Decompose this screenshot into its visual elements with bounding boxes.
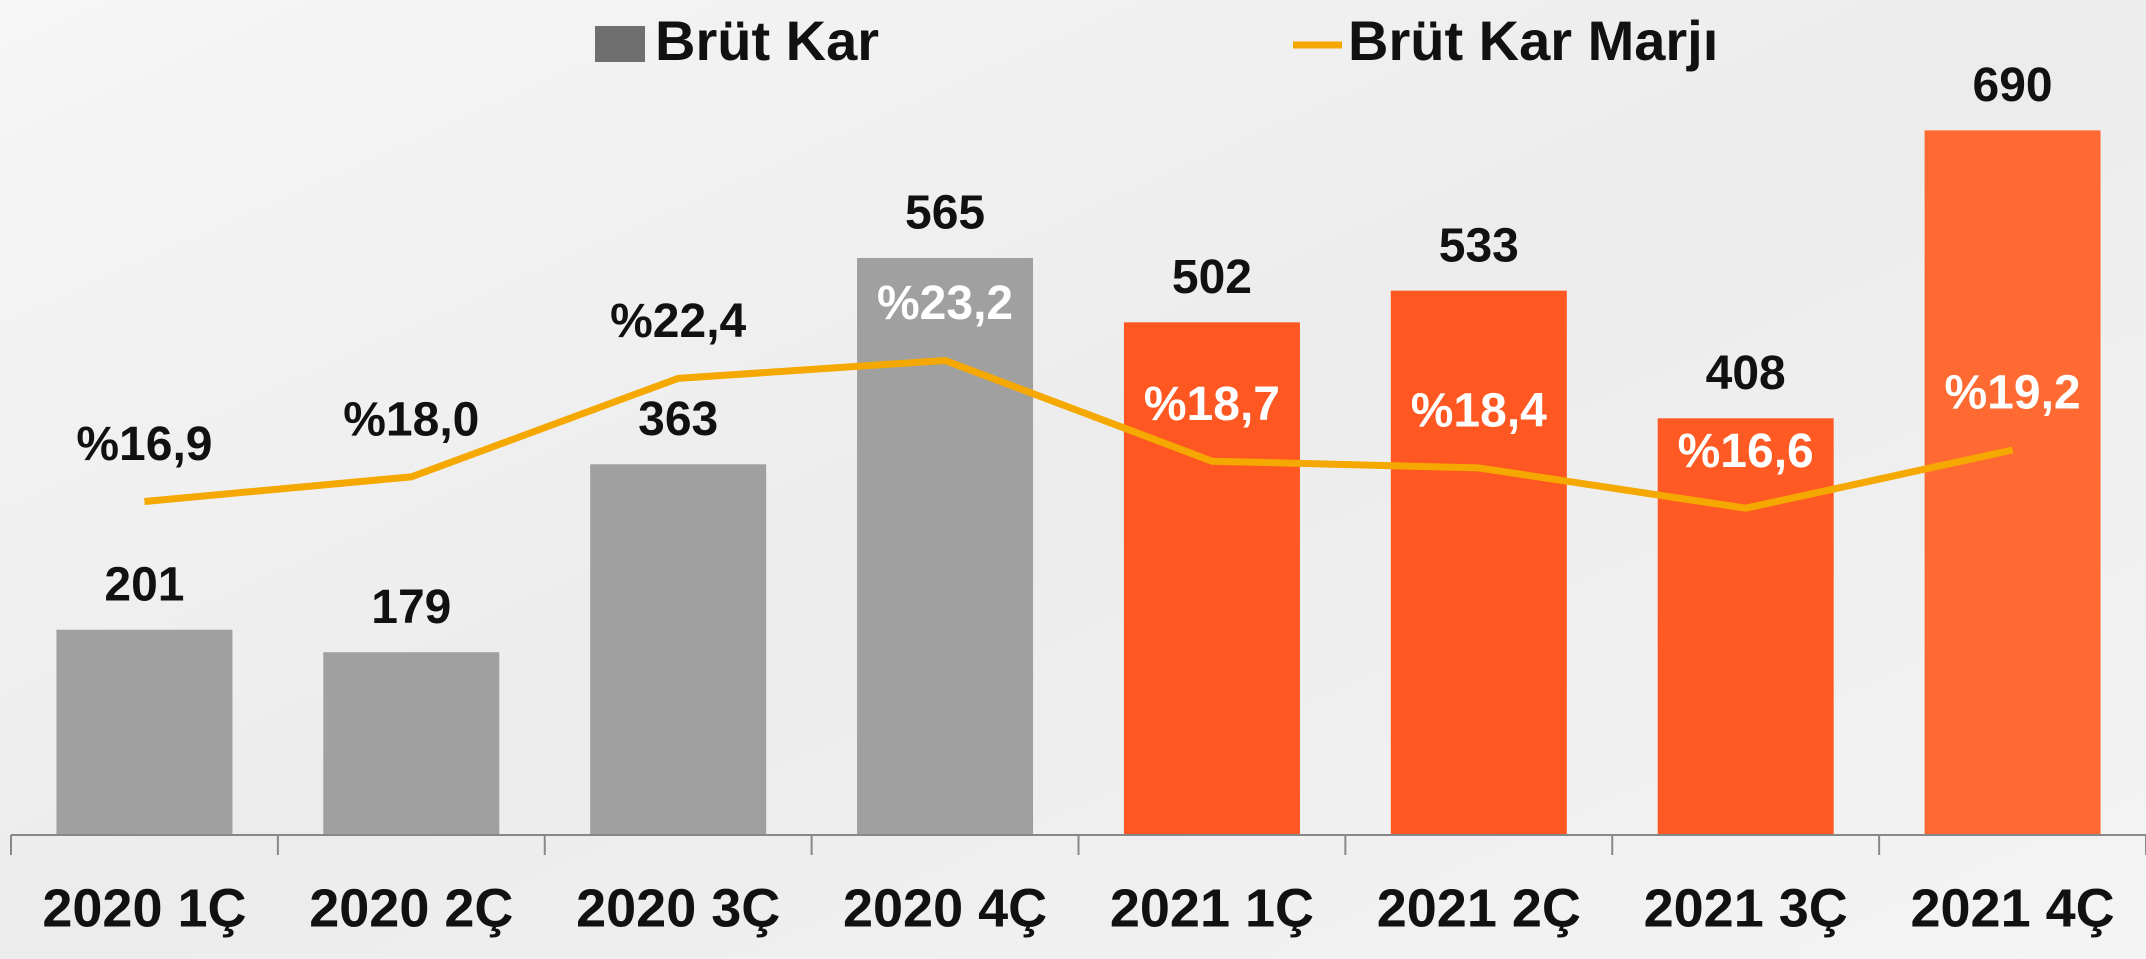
x-tick-label: 2021 3Ç <box>1644 878 1848 938</box>
line-value-label: %23,2 <box>877 277 1013 330</box>
line-value-label: %22,4 <box>610 295 746 348</box>
bar <box>590 464 767 835</box>
bar-value-label: 533 <box>1439 219 1519 272</box>
bar <box>323 652 500 835</box>
line-value-label: %18,4 <box>1411 385 1547 438</box>
bar <box>1123 322 1300 835</box>
bar-value-label: 179 <box>371 581 451 634</box>
x-tick-label: 2020 1Ç <box>42 878 246 938</box>
bar <box>857 257 1034 835</box>
legend-label: Brüt Kar Marjı <box>1348 9 1718 72</box>
bar-value-label: 502 <box>1172 251 1252 304</box>
bar-value-label: 408 <box>1706 347 1786 400</box>
bar <box>1657 418 1834 835</box>
line-value-label: %19,2 <box>1945 367 2081 420</box>
x-tick-label: 2020 3Ç <box>576 878 780 938</box>
line <box>144 356 2014 512</box>
bar-value-label: 363 <box>638 393 718 446</box>
bar-value-label: 201 <box>104 558 184 611</box>
x-tick-label: 2020 2Ç <box>309 878 513 938</box>
bar <box>56 629 233 835</box>
bar <box>1924 130 2101 835</box>
x-tick-label: 2020 4Ç <box>843 878 1047 938</box>
legend-label: Brüt Kar <box>655 9 879 72</box>
bar-value-label: 565 <box>905 187 985 240</box>
line-value-label: %18,0 <box>343 394 479 447</box>
line-value-label: %16,6 <box>1678 425 1814 478</box>
bar-value-label: 690 <box>1973 59 2053 112</box>
x-tick-label: 2021 4Ç <box>1910 878 2114 938</box>
legend-swatch <box>595 26 645 62</box>
x-tick-label: 2021 2Ç <box>1377 878 1581 938</box>
line-value-label: %18,7 <box>1144 378 1280 431</box>
bar <box>1390 290 1567 836</box>
x-tick-label: 2021 1Ç <box>1110 878 1314 938</box>
line-value-label: %16,9 <box>76 418 212 471</box>
